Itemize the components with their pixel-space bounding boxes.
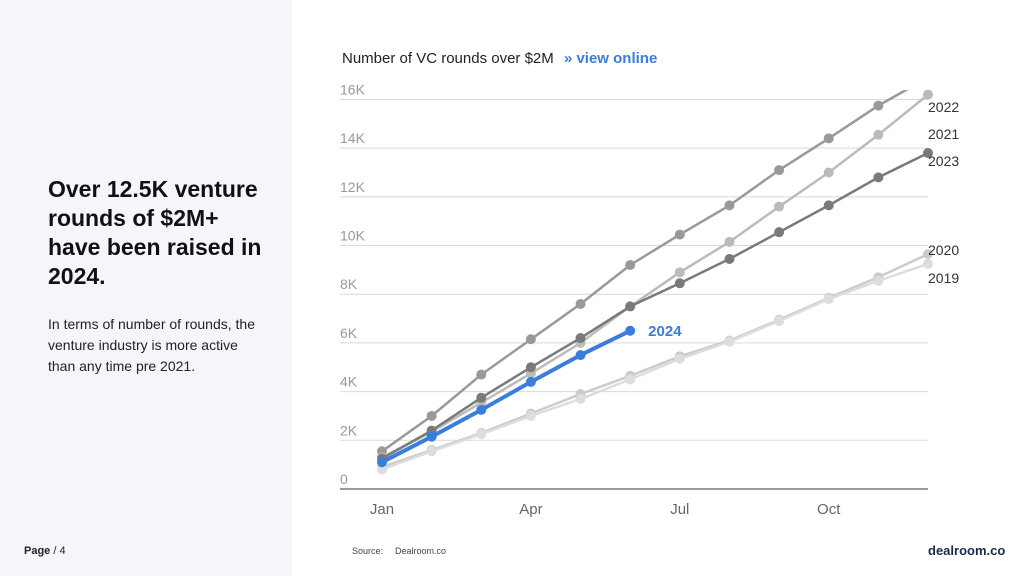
data-point-2021 xyxy=(823,167,834,178)
data-point-2022 xyxy=(823,133,834,144)
y-tick-label: 8K xyxy=(340,276,358,292)
x-tick-label: Jan xyxy=(370,501,394,518)
y-tick-label: 10K xyxy=(340,228,366,244)
y-tick-label: 14K xyxy=(340,130,366,146)
data-point-2023 xyxy=(476,392,487,403)
headline: Over 12.5K venture rounds of $2M+ have b… xyxy=(48,176,262,289)
series-label-2019: 2019 xyxy=(928,270,959,286)
data-point-2023 xyxy=(674,278,685,289)
subtext: In terms of number of rounds, the ventur… xyxy=(48,316,255,374)
series-line-2019 xyxy=(381,262,929,471)
data-point-2019 xyxy=(525,410,536,421)
data-point-2022 xyxy=(625,260,636,271)
chart-title-row: Number of VC rounds over $2M » view onli… xyxy=(342,50,657,67)
data-point-2024 xyxy=(476,404,487,415)
data-point-2021 xyxy=(774,201,785,212)
series-line-2020 xyxy=(381,252,929,469)
data-point-2019 xyxy=(377,464,387,475)
data-point-2019 xyxy=(674,353,685,364)
data-point-2019 xyxy=(476,429,487,440)
data-point-2023 xyxy=(774,227,785,238)
y-tick-label: 16K xyxy=(340,81,366,97)
data-point-2021 xyxy=(674,267,685,278)
data-point-2019 xyxy=(575,393,586,404)
page-count: / 4 xyxy=(50,545,66,557)
series-label-2022: 2022 xyxy=(928,99,959,115)
data-point-2019 xyxy=(823,294,834,305)
series-line-2024 xyxy=(381,329,632,464)
y-tick-label: 2K xyxy=(340,422,358,438)
data-point-2023 xyxy=(923,148,933,159)
series-label-2024: 2024 xyxy=(648,323,682,340)
data-point-2020 xyxy=(923,249,933,260)
data-point-2024 xyxy=(525,376,536,387)
data-point-2019 xyxy=(426,446,437,457)
data-point-2022 xyxy=(525,334,536,345)
data-point-2023 xyxy=(575,333,586,344)
data-point-2024 xyxy=(575,350,586,361)
data-point-2019 xyxy=(625,374,636,385)
y-tick-label: 4K xyxy=(340,374,358,390)
brand-logo[interactable]: dealroom.co xyxy=(928,543,1006,558)
data-point-2022 xyxy=(724,200,735,211)
data-point-2022 xyxy=(575,298,586,309)
view-online-link[interactable]: » view online xyxy=(563,50,658,67)
line-chart: 0 2K 4K 6K 8K 10K 12K 14K 16K Jan Apr Jul Oct 2022 202… xyxy=(340,81,959,518)
data-point-2021 xyxy=(923,89,933,100)
source-line: Source: Dealroom.co xyxy=(352,546,446,556)
x-tick-label: Jul xyxy=(670,501,689,518)
series-line-2023 xyxy=(381,151,929,460)
data-point-2022 xyxy=(774,165,785,176)
page-number: Page / 4 xyxy=(24,545,66,557)
data-point-2019 xyxy=(873,275,884,286)
source-label: Source: xyxy=(352,546,384,556)
data-point-2022 xyxy=(476,369,487,380)
data-point-2021 xyxy=(724,236,735,247)
data-point-2024 xyxy=(377,457,387,468)
data-point-2024 xyxy=(426,431,437,442)
data-point-2019 xyxy=(724,336,735,347)
data-point-2021 xyxy=(873,129,884,140)
chart-title: Number of VC rounds over $2M xyxy=(342,50,554,67)
page-label: Page xyxy=(24,545,51,557)
y-tick-label: 6K xyxy=(340,325,358,341)
series-line-2021 xyxy=(381,93,929,459)
x-tick-label: Apr xyxy=(519,501,542,518)
data-point-2023 xyxy=(625,301,636,312)
y-tick-label: 12K xyxy=(340,179,366,195)
series-label-2021: 2021 xyxy=(928,126,959,142)
data-point-2023 xyxy=(823,200,834,211)
data-point-2023 xyxy=(724,253,735,264)
x-tick-label: Oct xyxy=(817,501,841,518)
left-panel xyxy=(0,0,292,576)
data-point-2023 xyxy=(873,172,884,183)
data-point-2023 xyxy=(525,362,536,373)
data-point-2022 xyxy=(426,410,437,421)
series-label-2023: 2023 xyxy=(928,153,959,169)
data-point-2019 xyxy=(923,258,933,269)
y-tick-label: 0 xyxy=(340,471,348,487)
data-point-2024 xyxy=(625,325,636,336)
series-line-2022 xyxy=(381,90,909,453)
data-point-2022 xyxy=(674,229,685,240)
series-label-2020: 2020 xyxy=(928,242,959,258)
data-point-2022 xyxy=(873,100,884,111)
data-point-2019 xyxy=(774,316,785,327)
source-value: Dealroom.co xyxy=(395,546,447,556)
